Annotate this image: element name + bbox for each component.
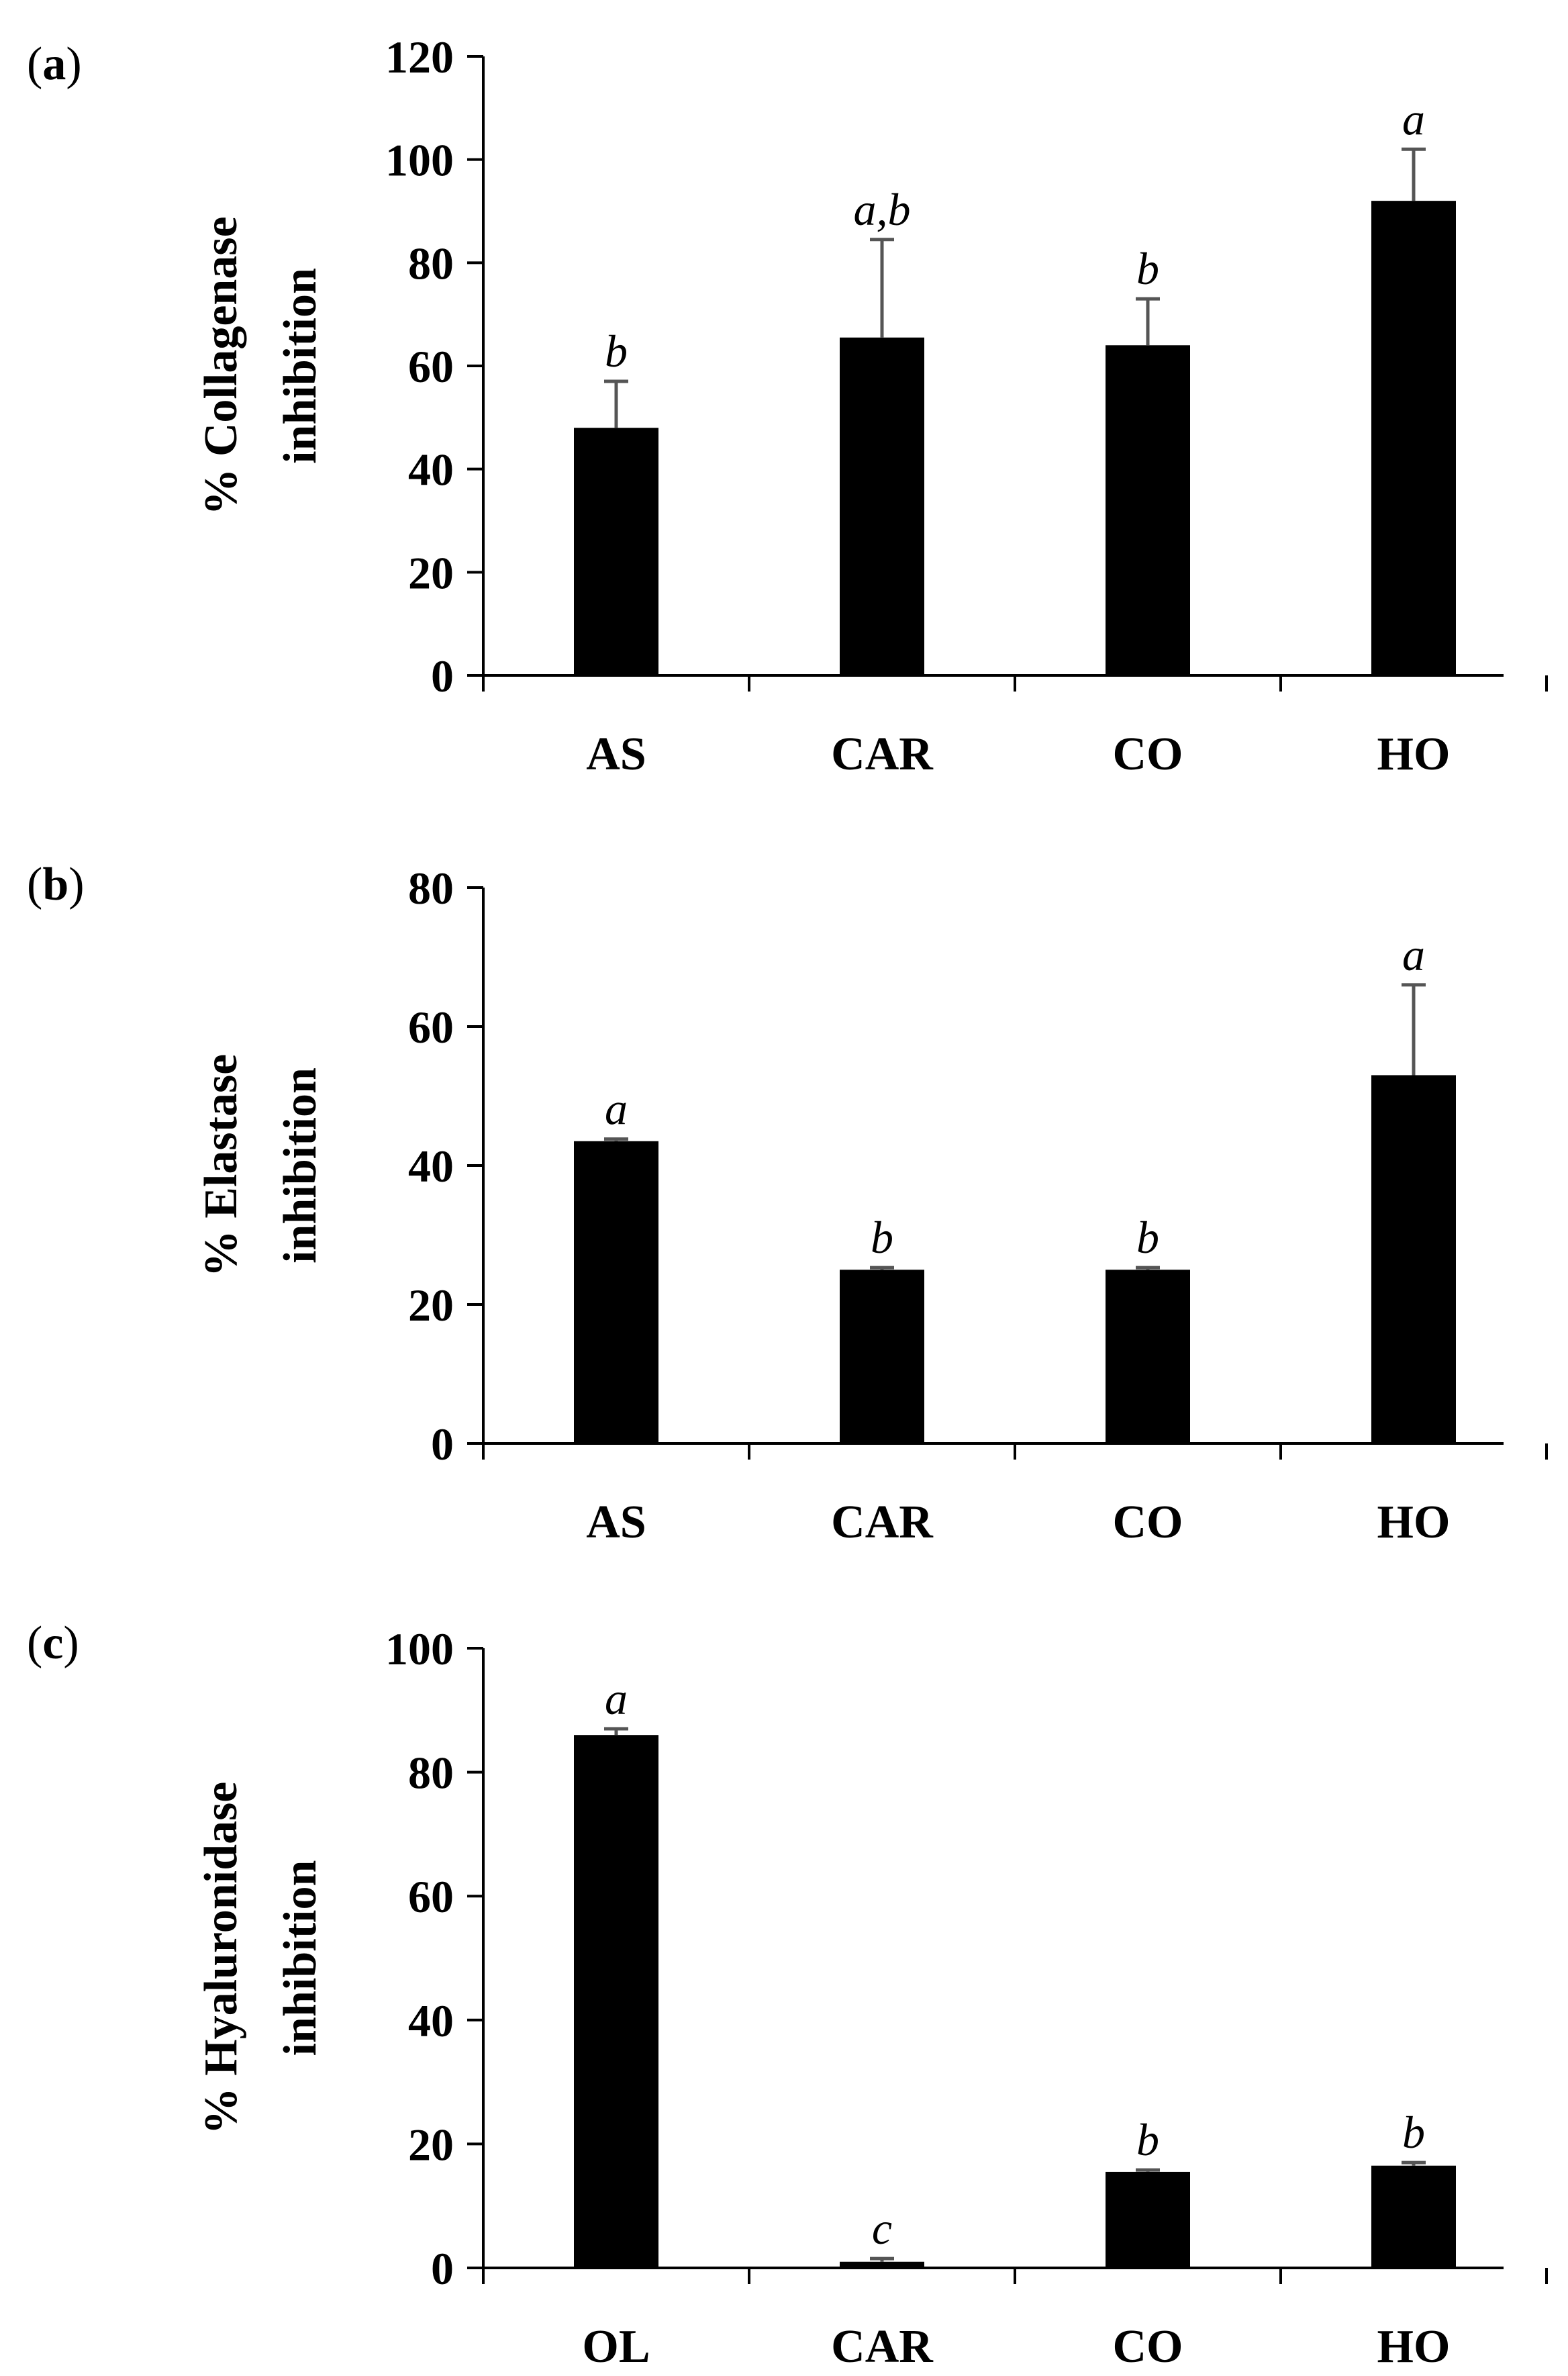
significance-label: c [872,2203,892,2254]
y-tick-label: 20 [408,547,454,598]
y-axis-title-line2: inhibition [275,1860,326,2056]
y-tick-label: 60 [408,341,454,392]
category-label: OL [582,2321,650,2373]
bar-ol [574,1735,658,2268]
chart-panel-b: (b) 0 20 40 60 80 a AS b CAR b CO a HO % Elastase inhib… [27,859,1548,1548]
chart-panel-c: (c) 0 20 40 60 80 100 a OL c CAR b CO b HO % Hyaluronid… [27,1617,1548,2373]
y-axis-title-line1: % Collagenase [195,216,247,515]
panel-label: (b) [27,859,85,910]
y-tick-label: 120 [385,32,454,83]
significance-label: b [871,1212,893,1263]
category-label: CO [1113,728,1183,780]
bar-ho [1371,201,1456,676]
significance-label: a [605,1673,628,1724]
bar-car [840,1270,924,1443]
y-tick-label: 0 [431,651,454,702]
category-label: CO [1113,2321,1183,2373]
significance-label: b [1402,2107,1425,2158]
y-tick-label: 40 [408,1141,454,1192]
y-tick-label: 80 [408,1748,454,1799]
y-tick-label: 100 [385,1623,454,1674]
category-label: CAR [831,2321,934,2373]
y-axis-title-line2: inhibition [275,1067,326,1264]
y-tick-label: 0 [431,1419,454,1470]
bar-ho [1371,2165,1456,2268]
panel-letter: b [42,859,68,910]
y-tick-label: 80 [408,863,454,914]
bar-co [1106,2171,1190,2268]
panel-label: (a) [27,38,82,90]
bar-ho [1371,1075,1456,1443]
y-tick-label: 60 [408,1871,454,1922]
panel-letter: a [42,38,66,90]
y-axis-title-line2: inhibition [275,268,326,464]
significance-label: b [605,326,628,377]
y-tick-label: 40 [408,444,454,495]
bar-as [574,1141,658,1443]
y-tick-label: 60 [408,1002,454,1053]
bar-co [1106,1270,1190,1443]
y-tick-label: 80 [408,238,454,289]
panel-letter: c [42,1617,63,1669]
category-label: CO [1113,1496,1183,1548]
significance-label: a [605,1084,628,1135]
category-label: HO [1377,1496,1451,1548]
y-tick-label: 20 [408,1280,454,1331]
significance-label: b [1136,2114,1159,2165]
category-label: HO [1377,2321,1451,2373]
bar-as [574,428,658,675]
bar-car [840,337,924,675]
bar-co [1106,345,1190,675]
category-label: AS [586,728,646,780]
significance-label: a,b [854,184,911,235]
y-tick-label: 20 [408,2119,454,2170]
category-label: HO [1377,728,1451,780]
category-label: CAR [831,1496,934,1548]
chart-panel-a: (a) 0 20 40 60 80 100 120 b AS a,b CAR b CO a HO % Colla… [27,32,1548,780]
y-tick-label: 100 [385,135,454,186]
y-tick-label: 0 [431,2243,454,2294]
y-axis-title-line1: % Elastase [195,1054,247,1278]
y-tick-label: 40 [408,1995,454,2046]
significance-label: a [1402,93,1425,144]
category-label: AS [586,1496,646,1548]
bar-car [840,2261,924,2268]
panel-label: (c) [27,1617,79,1669]
significance-label: a [1402,929,1425,980]
y-axis-title-line1: % Hyaluronidase [195,1782,247,2135]
significance-label: b [1136,1212,1159,1263]
significance-label: b [1136,243,1159,294]
category-label: CAR [831,728,934,780]
